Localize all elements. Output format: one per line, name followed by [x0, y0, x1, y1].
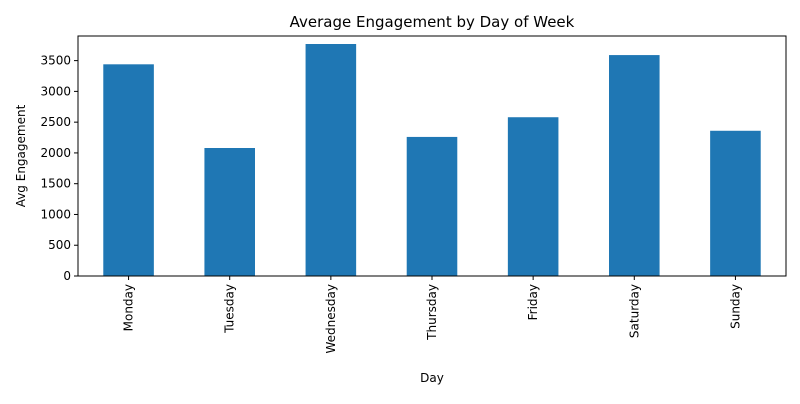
- y-axis-label: Avg Engagement: [14, 104, 28, 207]
- y-tick-label: 1000: [40, 207, 71, 221]
- chart-title: Average Engagement by Day of Week: [290, 13, 575, 31]
- x-tick-label: Monday: [122, 284, 136, 331]
- bar-wednesday: [305, 44, 357, 276]
- bar-group: [103, 44, 761, 277]
- x-tick-label: Wednesday: [324, 284, 338, 353]
- bar-tuesday: [204, 148, 255, 276]
- x-tick-label: Tuesday: [223, 284, 237, 334]
- y-tick-label: 2500: [40, 115, 71, 129]
- x-tick-label: Friday: [526, 284, 540, 320]
- x-tick-label: Saturday: [627, 284, 641, 338]
- x-axis-label: Day: [420, 371, 444, 385]
- y-axis-ticks: 0 500 1000 1500 2000 2500 3000 3500: [40, 54, 78, 283]
- y-tick-label: 3000: [40, 84, 71, 98]
- bar-friday: [507, 117, 559, 276]
- y-tick-label: 1500: [40, 177, 71, 191]
- x-tick-label: Thursday: [425, 284, 439, 341]
- bar-sunday: [710, 130, 761, 276]
- y-tick-label: 500: [48, 238, 71, 252]
- bar-saturday: [609, 55, 660, 277]
- y-tick-label: 3500: [40, 54, 71, 68]
- y-tick-label: 0: [63, 269, 71, 283]
- plot-frame: [77, 35, 787, 277]
- x-axis-ticks: Monday Tuesday Wednesday Thursday Friday Satu…: [122, 276, 742, 353]
- y-tick-label: 2000: [40, 146, 71, 160]
- bar-monday: [103, 64, 154, 276]
- x-tick-label: Sunday: [728, 284, 742, 329]
- bar-thursday: [406, 136, 458, 276]
